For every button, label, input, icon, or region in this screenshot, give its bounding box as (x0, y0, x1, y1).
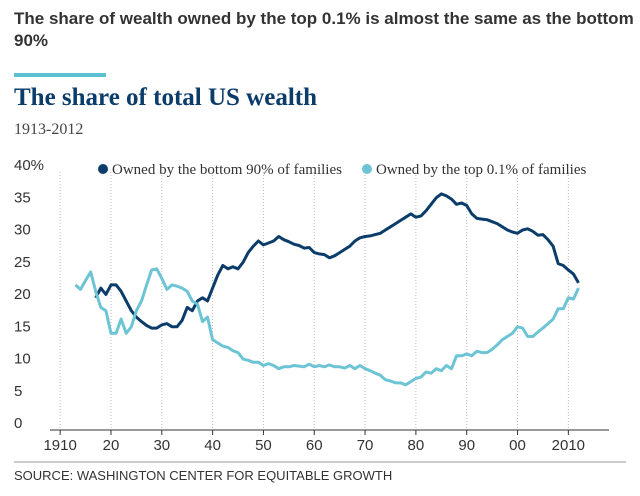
y-tick-label: 15 (14, 318, 31, 335)
x-tick-label: 80 (408, 437, 425, 454)
x-tick-label: 2010 (552, 437, 585, 454)
x-tick-label: 00 (509, 437, 526, 454)
x-tick-label: 60 (306, 437, 323, 454)
y-tick-label: 5 (14, 383, 22, 400)
x-tick-label: 1910 (43, 437, 76, 454)
y-tick-label: 35 (14, 189, 31, 206)
headline: The share of wealth owned by the top 0.1… (14, 9, 634, 50)
x-tick-label: 50 (255, 437, 272, 454)
x-tick-label: 30 (153, 437, 170, 454)
accent-rule (14, 73, 106, 77)
chart-title: The share of total US wealth (14, 84, 318, 111)
legend-label: Owned by the top 0.1% of families (376, 162, 587, 178)
series-line (74, 267, 580, 387)
x-tick-label: 90 (458, 437, 475, 454)
y-tick-label: 25 (14, 254, 31, 271)
y-tick-label: 40% (14, 157, 44, 174)
y-tick-label: 10 (14, 351, 31, 368)
legend-marker (361, 164, 372, 174)
y-tick-label: 30 (14, 222, 31, 239)
y-tick-label: 0 (14, 415, 22, 432)
x-tick-label: 20 (103, 437, 120, 454)
date-range: 1913-2012 (14, 121, 84, 138)
y-tick-label: 20 (14, 286, 31, 303)
source: SOURCE: WASHINGTON CENTER FOR EQUITABLE … (14, 468, 392, 483)
legend-label: Owned by the bottom 90% of families (112, 162, 342, 178)
legend-marker (98, 164, 108, 174)
x-tick-label: 70 (357, 437, 374, 454)
series-line (94, 192, 580, 330)
x-tick-label: 40 (204, 437, 221, 454)
